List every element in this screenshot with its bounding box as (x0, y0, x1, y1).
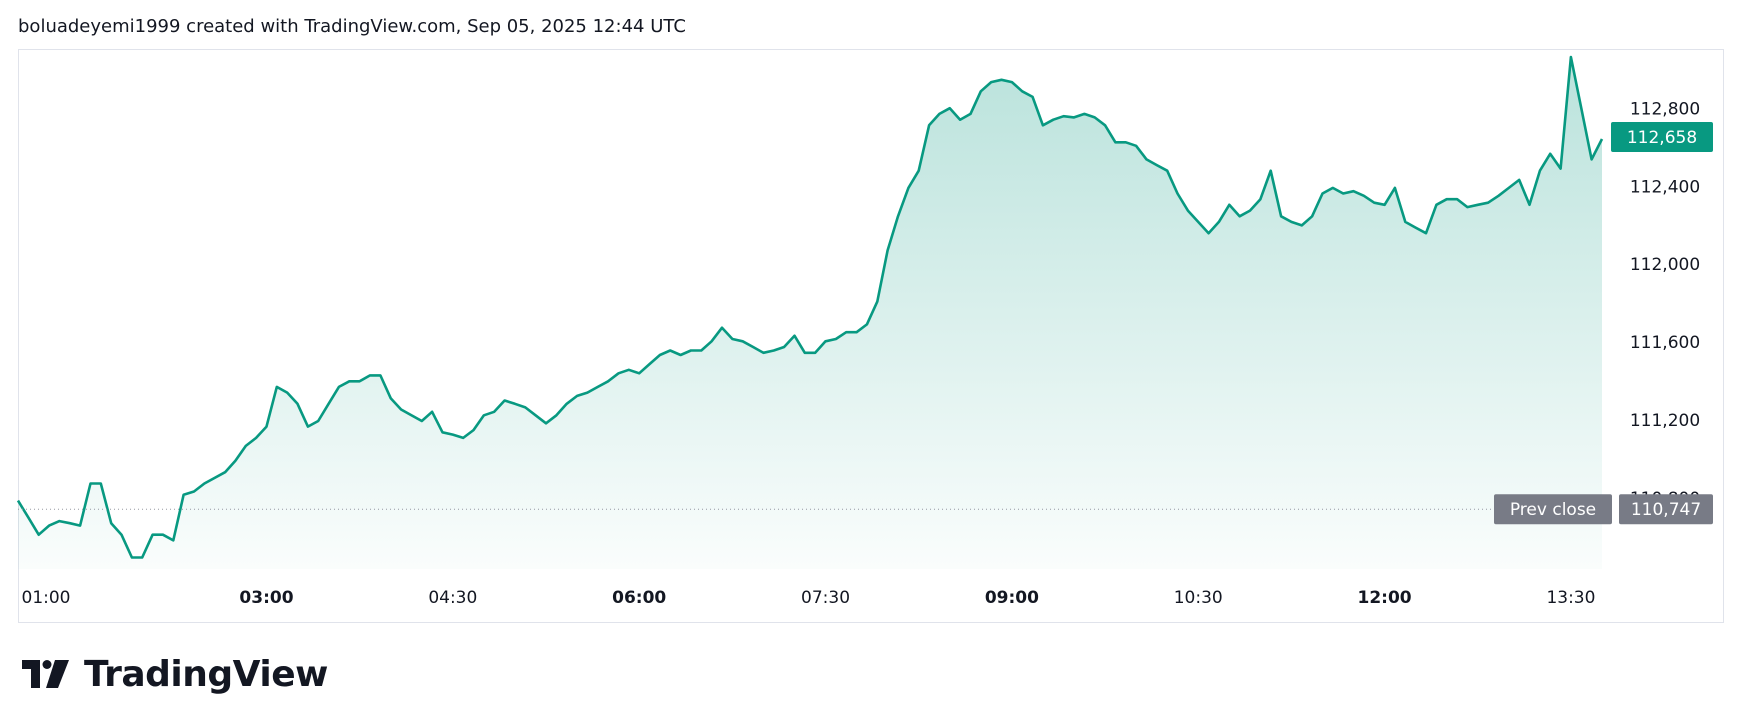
x-tick-label: 01:00 (22, 588, 71, 608)
logo (22, 660, 69, 688)
last-price-label: 112,658 (1627, 128, 1697, 148)
x-tick-label: 10:30 (1174, 588, 1223, 608)
last-price-badge (1611, 122, 1713, 153)
prev-close-value: 110,747 (1631, 500, 1701, 520)
y-tick-label: 112,800 (1630, 99, 1700, 119)
y-tick-label: 111,200 (1630, 411, 1700, 431)
x-tick-label: 09:00 (985, 588, 1039, 608)
header-text: boluadeyemi1999 created with TradingView… (18, 16, 686, 37)
x-tick-label: 04:30 (428, 588, 477, 608)
chart-frame (18, 49, 1724, 623)
x-tick-label: 03:00 (239, 588, 293, 608)
y-tick-label: 111,600 (1630, 333, 1700, 353)
x-tick-label: 06:00 (612, 588, 666, 608)
prev-close-value-badge (1619, 494, 1713, 525)
prev-close-text: Prev close (1510, 500, 1596, 520)
prev-close-badge (1494, 494, 1612, 525)
area-fill (18, 57, 1602, 569)
plot-area: 110,800111,200111,600112,000112,400112,8… (16, 55, 1713, 608)
logo-icon (46, 660, 69, 688)
price-line (16, 55, 1604, 559)
y-tick-label: 112,400 (1630, 177, 1700, 197)
x-tick-label: 13:30 (1546, 588, 1595, 608)
x-tick-label: 07:30 (801, 588, 850, 608)
logo-text: TradingView (84, 654, 328, 695)
logo-icon (22, 660, 40, 688)
logo-icon (42, 660, 52, 669)
y-tick-label: 112,000 (1630, 255, 1700, 275)
x-tick-label: 12:00 (1358, 588, 1412, 608)
